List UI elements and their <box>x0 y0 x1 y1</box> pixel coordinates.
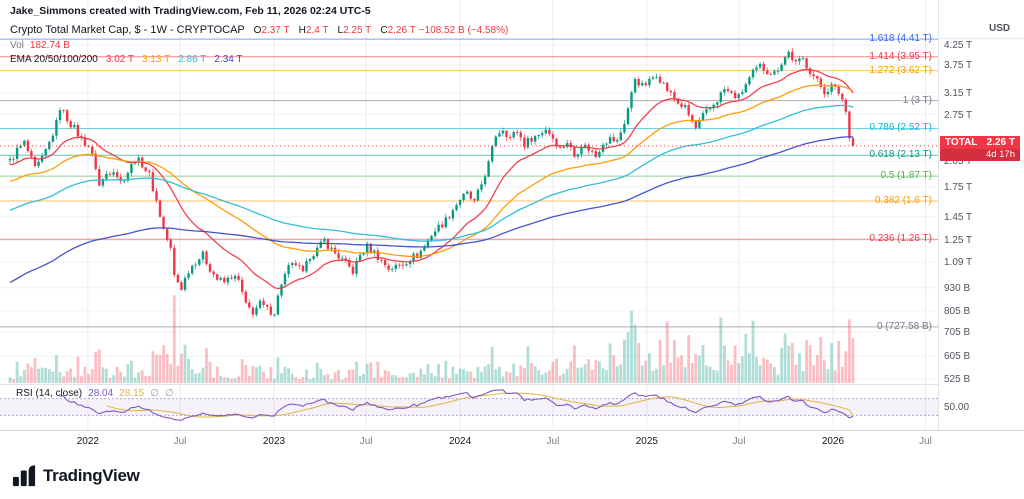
tradingview-logo-icon <box>12 465 36 487</box>
tradingview-logo-text: TradingView <box>43 466 140 485</box>
tradingview-logo[interactable]: TradingView <box>12 464 140 488</box>
